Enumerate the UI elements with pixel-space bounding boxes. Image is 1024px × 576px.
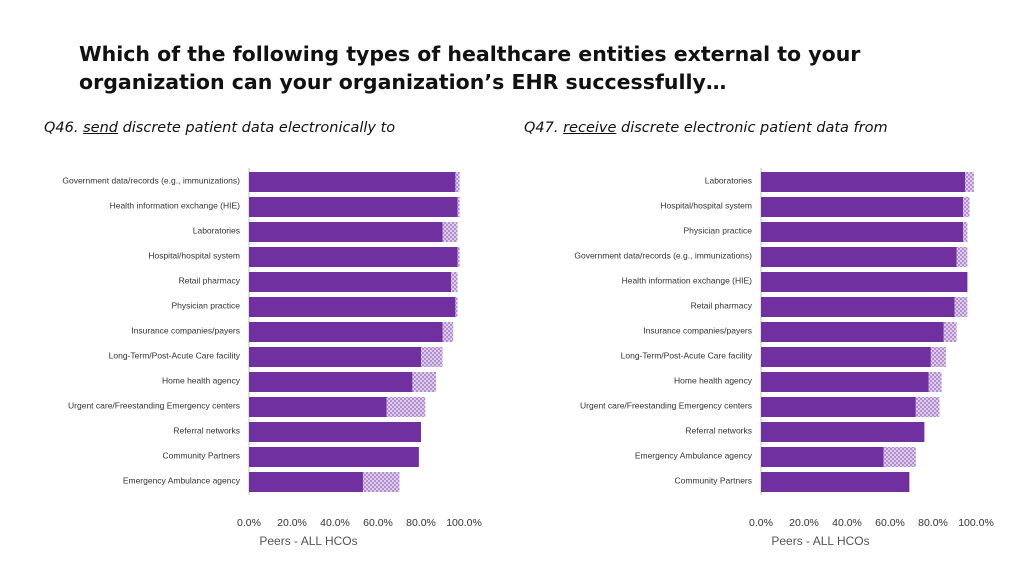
- q46-category-label: Emergency Ambulance agency: [123, 476, 241, 486]
- q47-category-label: Community Partners: [675, 476, 752, 486]
- q46-bar-full: [249, 247, 458, 267]
- q47-x-tick-label: 0.0%: [749, 517, 773, 529]
- q47-prefix: Q47.: [524, 120, 559, 136]
- q47-bar-partial: [928, 372, 942, 392]
- q47-bar-partial: [956, 247, 968, 267]
- q46-category-label: Insurance companies/payers: [131, 326, 240, 336]
- q46-bar-full: [249, 297, 456, 317]
- q46-bar-full: [249, 222, 443, 242]
- q47-bar-full: [761, 247, 957, 267]
- q46-bar-full: [249, 472, 363, 492]
- q47-x-tick-label: 80.0%: [918, 517, 948, 529]
- q47-bar-partial: [965, 172, 974, 192]
- q46-category-label: Retail pharmacy: [179, 276, 241, 286]
- q47-bar-partial: [963, 197, 970, 217]
- q47-x-tick-label: 100.0%: [958, 517, 994, 529]
- q47-bar-full: [761, 447, 884, 467]
- q46-bar-full: [249, 272, 452, 292]
- q47-rest: discrete electronic patient data from: [621, 120, 888, 136]
- q47-bar-full: [761, 197, 964, 217]
- q46-x-tick-label: 80.0%: [406, 517, 436, 529]
- q47-x-tick-label: 40.0%: [832, 517, 862, 529]
- q46-bar-full: [249, 422, 421, 442]
- q46-category-label: Hospital/hospital system: [148, 251, 240, 261]
- q46-bar-partial: [455, 297, 458, 317]
- q46-bar-full: [249, 347, 421, 367]
- q47-category-label: Urgent care/Freestanding Emergency cente…: [580, 401, 752, 411]
- q47-x-tick-label: 20.0%: [789, 517, 819, 529]
- q46-x-tick-label: 100.0%: [446, 517, 482, 529]
- q47-category-label: Referral networks: [685, 426, 752, 436]
- q47-bar-full: [761, 222, 964, 242]
- q46-category-label: Urgent care/Freestanding Emergency cente…: [68, 401, 240, 411]
- q47-bar-full: [761, 347, 931, 367]
- q46-bar-full: [249, 172, 456, 192]
- q46-x-tick-label: 60.0%: [363, 517, 393, 529]
- q47-category-label: Emergency Ambulance agency: [635, 451, 753, 461]
- q47-bar-partial: [963, 222, 968, 242]
- q46-x-tick-label: 40.0%: [320, 517, 350, 529]
- q46-bar-partial: [412, 372, 437, 392]
- q46-bar-partial: [457, 247, 460, 267]
- q46-rest: discrete patient data electronically to: [122, 120, 396, 136]
- q46-category-label: Government data/records (e.g., immunizat…: [62, 176, 240, 186]
- q46-label: Q46. send discrete patient data electron…: [44, 120, 395, 136]
- q46-chart: Government data/records (e.g., immunizat…: [62, 168, 482, 548]
- q46-bar-partial: [442, 222, 458, 242]
- q47-category-label: Government data/records (e.g., immunizat…: [574, 251, 752, 261]
- q46-bar-full: [249, 397, 387, 417]
- q46-category-label: Referral networks: [173, 426, 240, 436]
- q46-category-label: Laboratories: [193, 226, 240, 236]
- q46-category-label: Community Partners: [163, 451, 240, 461]
- q47-category-label: Home health agency: [674, 376, 753, 386]
- q47-bar-partial: [915, 397, 940, 417]
- q47-x-axis-title: Peers - ALL HCOs: [771, 534, 869, 548]
- q46-category-label: Home health agency: [162, 376, 241, 386]
- q47-bar-full: [761, 322, 944, 342]
- q47-bar-partial: [930, 347, 946, 367]
- q46-bar-partial: [386, 397, 426, 417]
- q47-category-label: Laboratories: [705, 176, 752, 186]
- q46-bar-partial: [451, 272, 458, 292]
- q47-bar-partial: [943, 322, 957, 342]
- q47-bar-partial: [883, 447, 916, 467]
- q46-bar-partial: [455, 172, 460, 192]
- q47-bar-full: [761, 297, 955, 317]
- q46-bar-full: [249, 322, 443, 342]
- q47-category-label: Health information exchange (HIE): [622, 276, 753, 286]
- q46-x-tick-label: 0.0%: [237, 517, 261, 529]
- q47-category-label: Long-Term/Post-Acute Care facility: [621, 351, 753, 361]
- q47-label: Q47. receive discrete electronic patient…: [524, 120, 888, 136]
- page-title: Which of the following types of healthca…: [79, 42, 861, 94]
- q46-x-axis-title: Peers - ALL HCOs: [259, 534, 357, 548]
- q47-category-label: Retail pharmacy: [691, 301, 753, 311]
- q46-bar-full: [249, 372, 413, 392]
- q47-x-tick-label: 60.0%: [875, 517, 905, 529]
- q47-bar-full: [761, 172, 966, 192]
- q47-keyword: receive: [563, 120, 617, 136]
- q46-category-label: Physician practice: [171, 301, 240, 311]
- q47-bar-full: [761, 397, 916, 417]
- q46-x-tick-label: 20.0%: [277, 517, 307, 529]
- q46-keyword: send: [83, 120, 118, 136]
- q46-bar-partial: [421, 347, 443, 367]
- q47-chart: Laboratories Hospital/hospital system Phys…: [574, 168, 994, 548]
- q46-category-label: Health information exchange (HIE): [110, 201, 241, 211]
- q47-bar-full: [761, 272, 968, 292]
- q46-prefix: Q46.: [44, 120, 79, 136]
- q47-category-label: Physician practice: [683, 226, 752, 236]
- q46-bar-partial: [457, 197, 460, 217]
- q46-bar-partial: [442, 322, 454, 342]
- q46-category-label: Long-Term/Post-Acute Care facility: [109, 351, 241, 361]
- q47-category-label: Hospital/hospital system: [660, 201, 752, 211]
- q47-category-label: Insurance companies/payers: [643, 326, 752, 336]
- q46-bar-partial: [362, 472, 400, 492]
- q46-bar-full: [249, 197, 458, 217]
- q47-bar-full: [761, 422, 925, 442]
- q47-bar-full: [761, 472, 910, 492]
- q46-bar-full: [249, 447, 419, 467]
- q47-bar-partial: [954, 297, 968, 317]
- q47-bar-full: [761, 372, 929, 392]
